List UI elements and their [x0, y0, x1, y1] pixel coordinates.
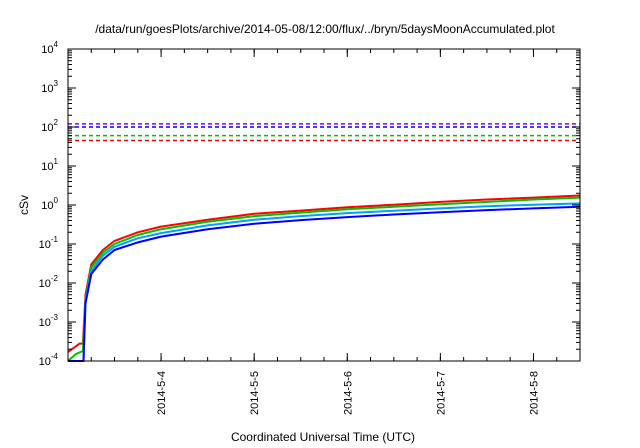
y-tick-label: 101	[41, 157, 58, 173]
chart-title: /data/run/goesPlots/archive/2014-05-08/1…	[95, 22, 555, 36]
y-tick-label: 10-2	[39, 274, 59, 290]
y-tick-label: 10-3	[39, 313, 59, 329]
y-tick-label: 100	[41, 196, 58, 212]
y-tick-label: 102	[41, 118, 58, 134]
x-tick-label: 2014-5-4	[156, 371, 168, 415]
y-tick-label: 104	[41, 40, 58, 56]
y-tick-label: 10-1	[39, 235, 59, 251]
x-tick-label: 2014-5-6	[342, 371, 354, 415]
series-lines	[67, 194, 581, 362]
x-axis: 2014-5-4 2014-5-5 2014-5-6 2014-5-7 2014-5-8	[90, 49, 558, 415]
y-axis: 10-4 10-3 10-2 10-1 100 101 102 103 104	[39, 40, 580, 368]
x-tick-label: 2014-5-7	[435, 371, 447, 415]
series-line	[67, 196, 581, 362]
series-line	[68, 202, 581, 362]
threshold-lines	[68, 123, 580, 142]
x-tick-label: 2014-5-5	[249, 371, 261, 415]
y-tick-label: 10-4	[39, 352, 59, 368]
series-line	[68, 205, 581, 362]
y-axis-label: cSv	[17, 195, 31, 215]
x-tick-label: 2014-5-8	[528, 371, 540, 415]
x-axis-label: Coordinated Universal Time (UTC)	[231, 430, 415, 444]
y-tick-label: 103	[41, 79, 58, 95]
